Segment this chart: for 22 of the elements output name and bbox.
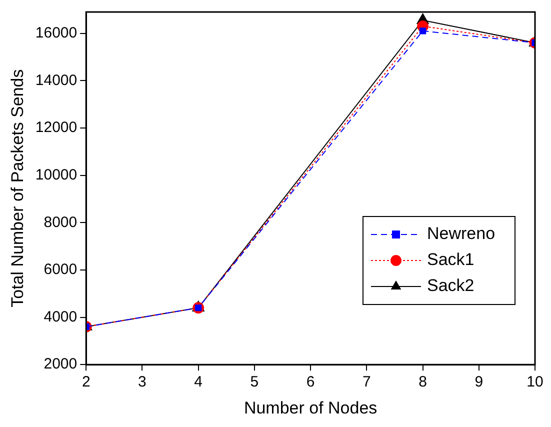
x-tick-label: 5 — [250, 374, 259, 391]
x-tick-label: 6 — [306, 374, 315, 391]
x-tick-label: 9 — [474, 374, 484, 391]
y-tick-label: 14000 — [35, 72, 78, 89]
x-tick-label: 3 — [138, 374, 146, 391]
y-tick-label: 12000 — [35, 119, 78, 136]
legend-label: Sack2 — [427, 276, 474, 296]
x-tick-label: 2 — [82, 374, 90, 391]
x-tick-label: 7 — [362, 374, 371, 391]
y-tick-label: 4000 — [44, 308, 78, 326]
x-tick-label: 4 — [194, 374, 203, 391]
x-tick-label: 10 — [526, 374, 544, 391]
y-tick-label: 6000 — [44, 261, 78, 278]
y-tick-label: 16000 — [35, 24, 78, 42]
x-tick-label: 8 — [418, 374, 427, 391]
legend-label: Sack1 — [427, 250, 474, 270]
y-axis-title: Total Number of Packets Sends — [8, 69, 27, 308]
x-axis-title: Number of Nodes — [244, 398, 378, 418]
y-tick-label: 8000 — [44, 214, 78, 231]
y-tick-label: 10000 — [35, 166, 78, 184]
y-tick-label: 2000 — [44, 356, 78, 373]
legend-label: Newreno — [427, 224, 496, 244]
